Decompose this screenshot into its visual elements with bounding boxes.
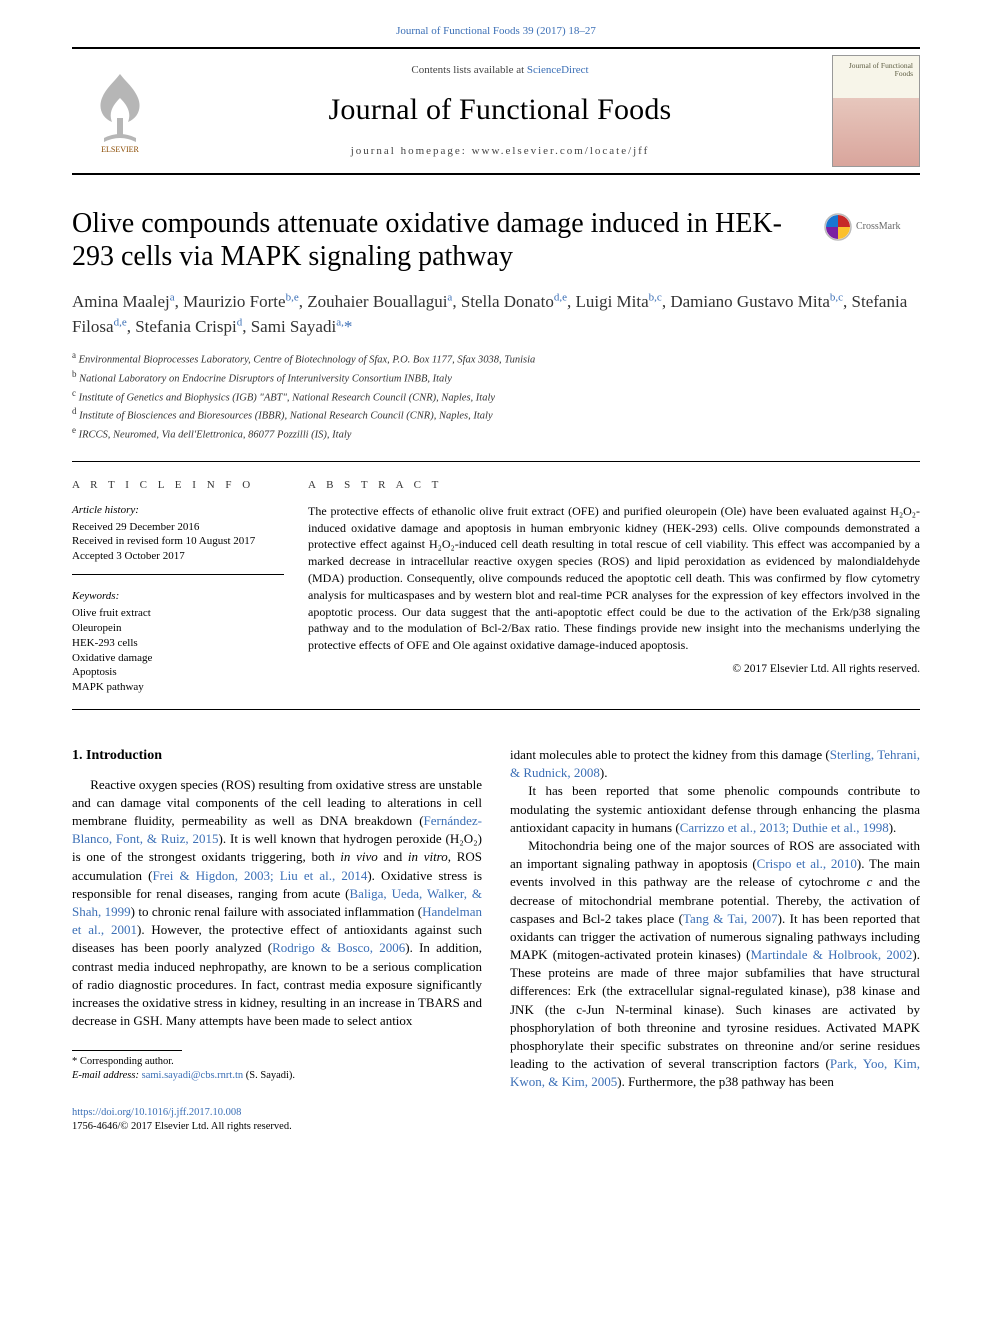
crossmark-label: CrossMark — [856, 220, 900, 234]
cite-9[interactable]: Tang & Tai, 2007 — [683, 911, 778, 926]
article-title: Olive compounds attenuate oxidative dama… — [72, 207, 806, 274]
abstract-copyright: © 2017 Elsevier Ltd. All rights reserved… — [308, 662, 920, 678]
section-1-heading: 1. Introduction — [72, 746, 482, 766]
abstract-text: The protective effects of ethanolic oliv… — [308, 503, 920, 654]
cite-10[interactable]: Martindale & Holbrook, 2002 — [750, 947, 912, 962]
lists-available: Contents lists available at ScienceDirec… — [168, 63, 832, 78]
abstract: A B S T R A C T The protective effects o… — [308, 478, 920, 695]
affil-e: e IRCCS, Neuromed, Via dell'Elettronica,… — [72, 424, 920, 443]
sciencedirect-link[interactable]: ScienceDirect — [527, 64, 589, 76]
footnote-rule — [72, 1050, 182, 1051]
svg-text:ELSEVIER: ELSEVIER — [101, 145, 139, 154]
cite-2[interactable]: Frei & Higdon, 2003; Liu et al., 2014 — [152, 868, 367, 883]
footnotes: * Corresponding author. E-mail address: … — [72, 1055, 482, 1083]
journal-homepage[interactable]: journal homepage: www.elsevier.com/locat… — [168, 144, 832, 159]
kw-3: Oxidative damage — [72, 651, 284, 666]
keywords-label: Keywords: — [72, 589, 284, 604]
affil-b: b National Laboratory on Endocrine Disru… — [72, 368, 920, 387]
article-info: A R T I C L E I N F O Article history: R… — [72, 478, 308, 695]
accepted: Accepted 3 October 2017 — [72, 549, 284, 564]
doi-link[interactable]: https://doi.org/10.1016/j.jff.2017.10.00… — [72, 1107, 241, 1118]
kw-1: Oleuropein — [72, 621, 284, 636]
citation-link[interactable]: Journal of Functional Foods 39 (2017) 18… — [396, 25, 596, 37]
para-1: Reactive oxygen species (ROS) resulting … — [72, 776, 482, 1031]
issn-copyright: 1756-4646/© 2017 Elsevier Ltd. All right… — [72, 1120, 920, 1134]
kw-2: HEK-293 cells — [72, 636, 284, 651]
cite-8[interactable]: Crispo et al., 2010 — [757, 856, 857, 871]
affil-a: a Environmental Bioprocesses Laboratory,… — [72, 349, 920, 368]
doi-block: https://doi.org/10.1016/j.jff.2017.10.00… — [72, 1106, 920, 1134]
kw-0: Olive fruit extract — [72, 606, 284, 621]
affil-d: d Institute of Biosciences and Bioresour… — [72, 405, 920, 424]
email-link[interactable]: sami.sayadi@cbs.rnrt.tn — [142, 1070, 244, 1081]
crossmark-icon — [824, 213, 852, 241]
cite-5[interactable]: Rodrigo & Bosco, 2006 — [272, 940, 405, 955]
kw-5: MAPK pathway — [72, 680, 284, 695]
lists-prefix: Contents lists available at — [411, 64, 526, 76]
elsevier-tree-icon: ELSEVIER — [84, 68, 156, 154]
revised: Received in revised form 10 August 2017 — [72, 534, 284, 549]
received: Received 29 December 2016 — [72, 520, 284, 535]
journal-cover-thumb — [832, 55, 920, 167]
history-label: Article history: — [72, 503, 284, 518]
crossmark-badge[interactable]: CrossMark — [824, 213, 920, 241]
article-info-heading: A R T I C L E I N F O — [72, 478, 284, 493]
affil-c: c Institute of Genetics and Biophysics (… — [72, 387, 920, 406]
body-text: 1. Introduction Reactive oxygen species … — [72, 746, 920, 1092]
affiliations: a Environmental Bioprocesses Laboratory,… — [72, 349, 920, 443]
abstract-heading: A B S T R A C T — [308, 478, 920, 493]
masthead: ELSEVIER Contents lists available at Sci… — [72, 47, 920, 175]
email-line: E-mail address: sami.sayadi@cbs.rnrt.tn … — [72, 1069, 482, 1083]
para-3: It has been reported that some phenolic … — [510, 782, 920, 837]
top-citation: Journal of Functional Foods 39 (2017) 18… — [72, 24, 920, 39]
authors: Amina Maaleja, Maurizio Forteb,e, Zouhai… — [72, 290, 920, 339]
kw-4: Apoptosis — [72, 665, 284, 680]
elsevier-logo: ELSEVIER — [72, 63, 168, 159]
section-rule — [72, 461, 920, 462]
cite-7[interactable]: Carrizzo et al., 2013; Duthie et al., 19… — [680, 820, 889, 835]
journal-title: Journal of Functional Foods — [168, 90, 832, 131]
para-2: idant molecules able to protect the kidn… — [510, 746, 920, 782]
para-4: Mitochondria being one of the major sour… — [510, 837, 920, 1092]
corresponding-author: * Corresponding author. — [72, 1055, 482, 1069]
